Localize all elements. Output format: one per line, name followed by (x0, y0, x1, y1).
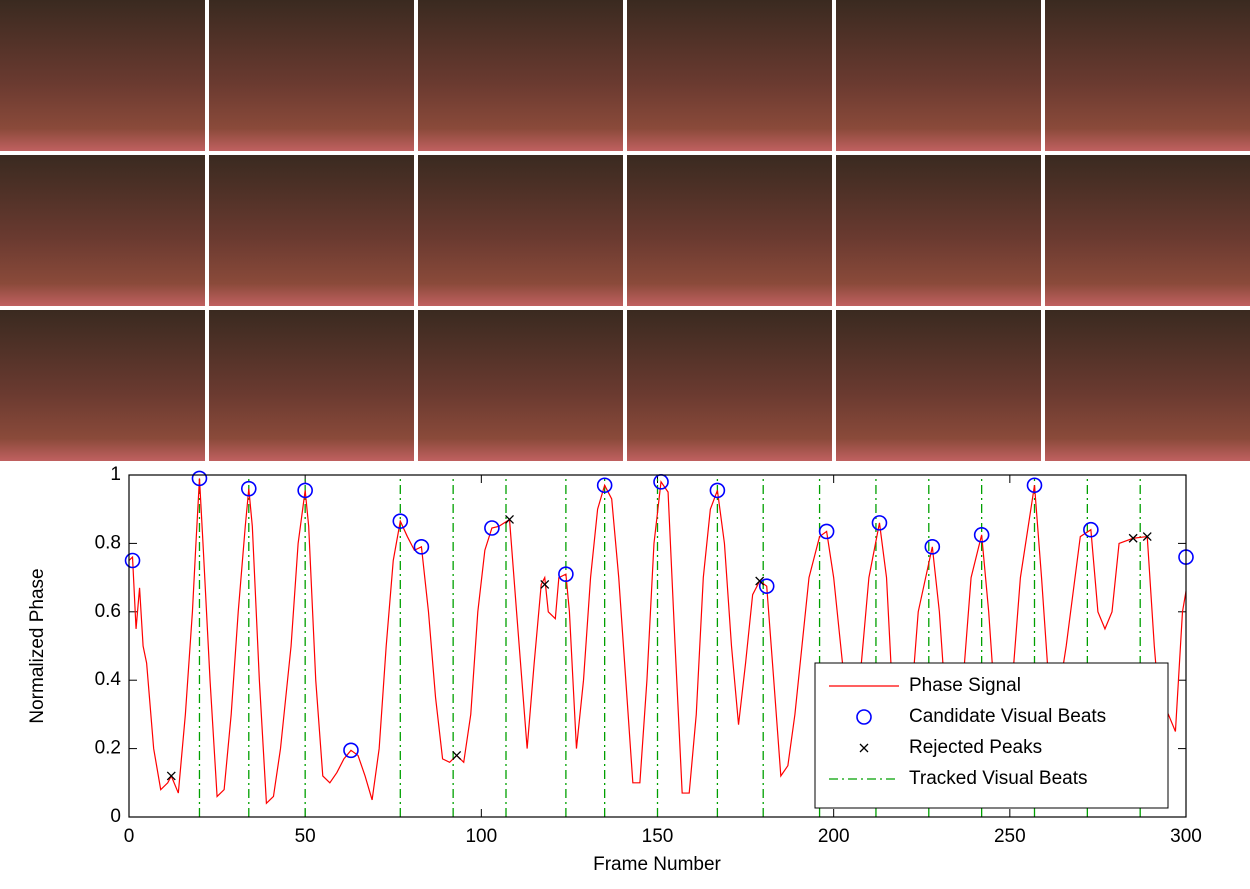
video-frame (209, 0, 414, 151)
x-tick-label: 200 (818, 826, 850, 847)
candidate-beat (343, 742, 359, 759)
x-tick-label: 300 (1170, 826, 1202, 847)
y-tick-label: 0.4 (95, 669, 122, 690)
phase-signal (128, 478, 1187, 805)
candidate-beat (871, 515, 888, 531)
video-frame (418, 0, 623, 151)
y-tick-label: 0.6 (95, 601, 121, 622)
video-frame (1045, 0, 1250, 151)
y-tick-label: 0 (110, 806, 121, 827)
legend-label: Candidate Visual Beats (909, 706, 1106, 727)
video-frame (836, 155, 1041, 306)
video-frame (1045, 155, 1250, 306)
video-frame (836, 0, 1041, 151)
rejected-peak (166, 771, 176, 781)
rejected-peak (505, 515, 514, 524)
candidate-beat (240, 480, 257, 497)
legend-swatch (859, 743, 869, 753)
legend-box (814, 662, 1169, 809)
candidate-beat (973, 527, 990, 543)
candidate-beat (191, 470, 208, 487)
video-frame (418, 310, 623, 461)
legend-swatch (856, 709, 872, 725)
rejected-peak (1128, 533, 1138, 543)
candidate-beat (758, 578, 775, 594)
video-frame (1045, 310, 1250, 461)
x-tick-label: 250 (994, 826, 1026, 847)
candidate-beat (709, 482, 726, 499)
y-tick-label: 1 (110, 464, 121, 485)
plot-frame (128, 474, 1187, 818)
candidate-beat (558, 566, 574, 582)
rejected-peak (755, 576, 765, 586)
x-tick-label: 50 (295, 826, 316, 847)
video-frame (0, 310, 205, 461)
candidate-beat (1026, 477, 1043, 494)
video-frames (0, 0, 1250, 461)
x-axis-label: Frame Number (593, 854, 721, 875)
candidate-beat (818, 523, 835, 540)
legend: Phase Signal Candidate Visual Beats Reject… (814, 662, 1169, 809)
video-frame (836, 310, 1041, 461)
x-tick-label: 150 (642, 826, 674, 847)
x-tick-label: 0 (124, 826, 135, 847)
video-frame (209, 155, 414, 306)
video-frame (0, 0, 205, 151)
candidate-beat (596, 477, 613, 494)
video-frame (0, 155, 205, 306)
legend-label: Rejected Peaks (909, 737, 1042, 758)
candidate-beat (413, 539, 430, 555)
rejected-peak (1142, 532, 1152, 542)
candidate-beat (297, 482, 313, 499)
legend-label: Tracked Visual Beats (909, 768, 1087, 789)
legend-label: Phase Signal (909, 675, 1021, 696)
x-tick-label: 100 (465, 826, 497, 847)
y-axis-label: Normalized Phase (27, 568, 48, 723)
candidate-beat (484, 520, 500, 536)
video-frame (209, 310, 414, 461)
video-frame (627, 155, 832, 306)
y-tick-label: 0.2 (95, 738, 121, 759)
rejected-peak (452, 750, 462, 760)
candidate-beat (392, 513, 409, 529)
candidate-beat (1083, 521, 1099, 538)
rejected-peak (540, 579, 550, 589)
candidate-beat (924, 539, 941, 555)
candidate-beat (124, 552, 141, 569)
y-tick-label: 0.8 (95, 532, 121, 553)
video-frame (418, 155, 623, 306)
video-frame (627, 0, 832, 151)
video-frame (627, 310, 832, 461)
